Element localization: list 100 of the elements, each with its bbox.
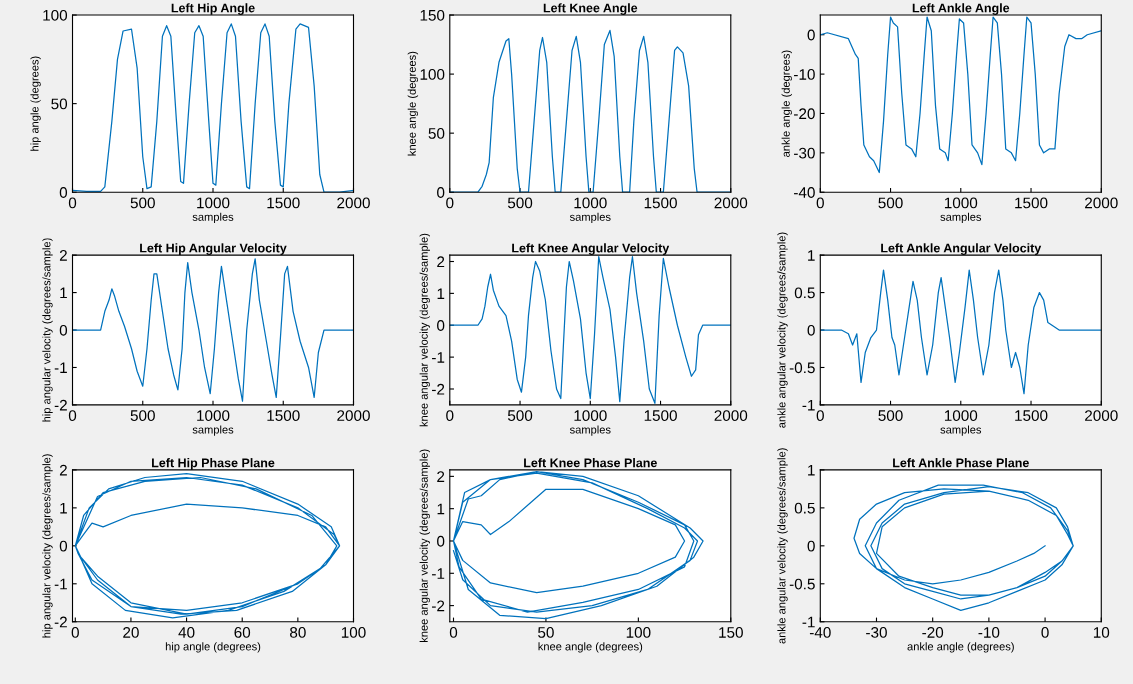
- y-tick-label: 0: [59, 324, 68, 336]
- y-tick-label: 1: [808, 464, 815, 476]
- x-tick-label: 2000: [337, 197, 370, 209]
- x-tick-label: 0: [816, 410, 824, 422]
- y-tick-label: -1: [54, 578, 67, 590]
- x-tick-label: 50: [538, 627, 554, 638]
- line-series: [449, 256, 731, 404]
- chart-title: Left Hip Angle: [171, 3, 255, 15]
- x-tick-label: 0: [446, 197, 454, 209]
- y-tick-label: -1: [432, 568, 445, 579]
- x-tick-label: 1500: [644, 197, 677, 209]
- y-tick-label: -2: [54, 616, 67, 628]
- x-tick-label: 0: [816, 197, 824, 209]
- y-tick-label: 2: [59, 250, 67, 261]
- x-tick-label: 1000: [574, 197, 607, 209]
- y-tick-label: -0.5: [789, 578, 815, 590]
- y-tick-label: 2: [59, 464, 67, 476]
- y-tick-label: 100: [420, 68, 445, 80]
- chart-title: Left Ankle Phase Plane: [893, 458, 1029, 468]
- y-tick-label: 1: [437, 503, 445, 515]
- y-tick-label: -2: [54, 399, 67, 411]
- x-tick-label: 100: [341, 627, 366, 638]
- line-series: [72, 258, 354, 402]
- chart-title: Left Knee Phase Plane: [524, 458, 657, 468]
- y-tick-label: 0: [807, 324, 815, 336]
- y-tick-label: -2: [432, 383, 445, 395]
- x-axis-title: samples: [569, 425, 611, 436]
- x-tick-label: 2000: [337, 410, 370, 422]
- y-axis-title: hip angular velocity (degrees/sample): [42, 454, 53, 638]
- y-tick-label: -2: [432, 600, 445, 612]
- x-tick-label: -10: [978, 627, 1000, 638]
- x-tick-label: -20: [922, 627, 944, 638]
- y-tick-label: 1: [437, 288, 445, 299]
- y-tick-label: -20: [794, 108, 815, 120]
- line-series: [820, 269, 1102, 395]
- x-tick-label: 40: [178, 627, 195, 638]
- y-tick-label: 2: [437, 471, 445, 482]
- x-tick-label: -30: [866, 627, 887, 638]
- x-tick-label: 500: [130, 410, 155, 422]
- y-tick-label: 1: [808, 250, 815, 261]
- x-axis-title: samples: [192, 212, 234, 224]
- y-axis-title: hip angle (degrees): [30, 56, 41, 151]
- y-tick-label: 0.5: [794, 287, 815, 299]
- x-tick-label: 1000: [944, 197, 978, 209]
- y-tick-label: -10: [794, 68, 815, 80]
- x-tick-label: 1500: [1015, 410, 1048, 422]
- chart-title: Left Ankle Angular Velocity: [881, 243, 1042, 255]
- y-tick-label: 100: [43, 9, 68, 21]
- x-axis-title: samples: [569, 212, 611, 224]
- x-tick-label: 0: [449, 627, 458, 638]
- y-tick-label: 0: [437, 535, 445, 547]
- y-tick-label: -1: [802, 616, 815, 628]
- chart-title: Left Knee Angular Velocity: [512, 243, 670, 255]
- y-tick-label: 50: [51, 98, 68, 110]
- y-tick-label: 0: [437, 320, 445, 331]
- x-axis-title: samples: [192, 425, 234, 436]
- y-tick-label: 1: [60, 502, 67, 514]
- x-tick-label: 150: [719, 627, 743, 638]
- x-tick-label: 500: [507, 197, 533, 209]
- y-axis-title: knee angular velocity (degrees/sample): [419, 233, 430, 427]
- x-tick-label: 1500: [1015, 197, 1048, 209]
- x-tick-label: 1500: [644, 410, 677, 422]
- chart-title: Left Ankle Angle: [912, 3, 1010, 15]
- line-series: [74, 473, 341, 619]
- x-tick-label: 80: [290, 627, 306, 638]
- x-axis-title: knee angle (degrees): [538, 642, 643, 653]
- x-tick-label: 2000: [1085, 410, 1118, 422]
- x-tick-label: 1500: [267, 197, 300, 209]
- y-tick-label: 0: [807, 29, 815, 41]
- x-tick-label: 500: [130, 197, 155, 209]
- x-tick-label: 0: [1041, 627, 1049, 638]
- y-tick-label: 0.5: [794, 502, 815, 514]
- line-series: [853, 484, 1074, 611]
- x-tick-label: 10: [1093, 627, 1110, 638]
- x-tick-label: 0: [446, 410, 454, 422]
- x-tick-label: 2000: [714, 410, 748, 422]
- x-tick-label: 1500: [267, 410, 300, 422]
- x-axis-title: samples: [940, 212, 982, 224]
- chart-title: Left Hip Angular Velocity: [140, 243, 287, 255]
- y-axis-title: ankle angular velocity (degrees/sample): [777, 232, 788, 428]
- y-tick-label: 0: [807, 540, 815, 552]
- y-axis-title: knee angular velocity (degrees/sample): [419, 449, 430, 643]
- y-tick-label: -1: [432, 352, 445, 363]
- y-tick-label: -1: [54, 362, 67, 374]
- x-axis-title: samples: [940, 425, 982, 436]
- y-tick-label: -30: [794, 147, 815, 159]
- x-axis-title: ankle angle (degrees): [907, 642, 1014, 653]
- x-tick-label: 1000: [197, 410, 230, 422]
- y-axis-title: hip angular velocity (degrees/sample): [42, 238, 53, 422]
- y-axis-title: ankle angle (degrees): [781, 50, 792, 157]
- x-tick-label: 500: [878, 197, 903, 209]
- y-tick-label: 1: [60, 287, 67, 299]
- x-tick-label: 1000: [197, 197, 230, 209]
- x-tick-label: 1000: [944, 410, 978, 422]
- x-tick-label: 500: [507, 410, 533, 422]
- y-axis-title: ankle angular velocity (degrees/sample): [777, 448, 788, 644]
- x-tick-label: 0: [68, 410, 77, 422]
- chart-title: Left Knee Angle: [543, 3, 638, 15]
- x-axis-title: hip angle (degrees): [165, 642, 261, 653]
- x-tick-label: 20: [123, 627, 139, 638]
